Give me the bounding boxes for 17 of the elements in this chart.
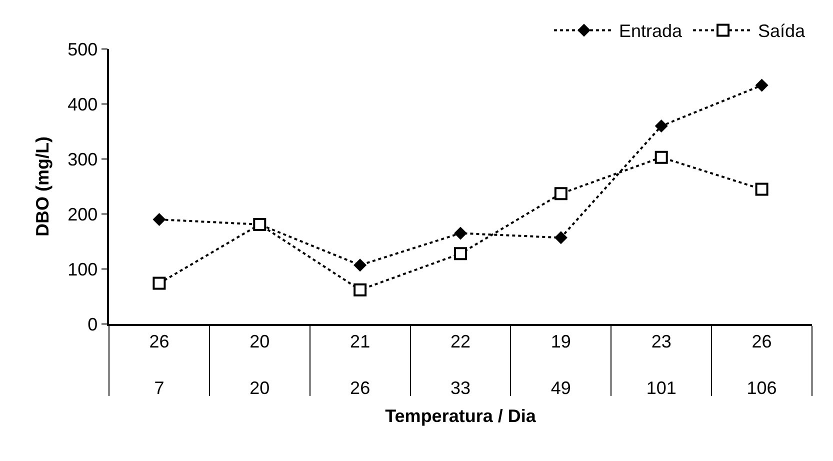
y-tick-label: 400 [68, 94, 98, 114]
x-axis-title: Temperatura / Dia [385, 406, 537, 426]
category-label: 19 49 [550, 331, 571, 398]
y-axis-title: DBO (mg/L) [32, 136, 52, 236]
legend-label: Saída [758, 21, 806, 42]
category-label: 26 106 [746, 331, 777, 398]
y-tick-label: 100 [68, 259, 98, 280]
category-label: 26 7 [149, 331, 170, 398]
y-tick-label: 0 [88, 314, 98, 334]
category-label: 23 101 [646, 331, 676, 398]
category-label: 20 20 [250, 331, 270, 398]
y-tick-label: 500 [68, 39, 98, 60]
y-tick-label: 300 [68, 149, 98, 170]
category-label: 22 33 [450, 331, 471, 398]
y-tick-label: 200 [68, 204, 98, 224]
legend-label: Entrada [619, 21, 684, 42]
category-label: 21 26 [350, 331, 370, 398]
